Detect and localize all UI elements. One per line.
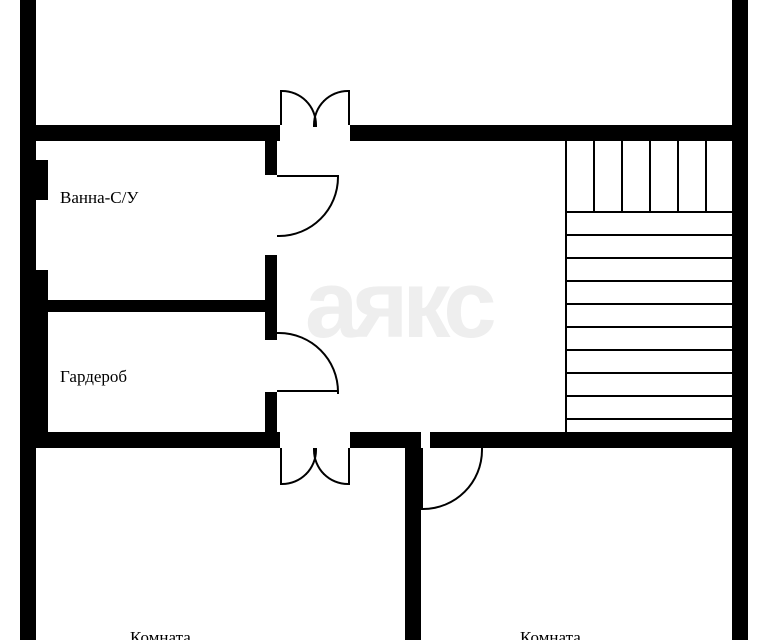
stair-top-tread	[649, 141, 651, 211]
wall-bath-left-a	[36, 160, 48, 200]
stair-top-tread	[621, 141, 623, 211]
stair-top-bottom	[565, 211, 732, 213]
label-room-right: Комната	[520, 628, 581, 640]
stair-bot-riser	[565, 280, 732, 282]
wall-h-top-left	[20, 125, 280, 141]
wall-v-rooms-div	[405, 432, 421, 640]
stair-bot-left	[565, 211, 567, 434]
stair-bot-riser	[565, 303, 732, 305]
door-br-arc	[421, 448, 483, 510]
wall-bath-wardrobe	[36, 300, 270, 312]
wall-outer-right	[732, 0, 748, 640]
stair-bot-riser	[565, 326, 732, 328]
door-bl-arc-r	[313, 448, 350, 485]
stair-bot-riser	[565, 349, 732, 351]
door-wardrobe-arc	[277, 332, 339, 394]
stair-bot-riser	[565, 372, 732, 374]
stair-bot-riser	[565, 234, 732, 236]
wall-hall-v-b	[265, 255, 277, 340]
wall-h-mid-seg2	[430, 432, 748, 448]
wall-hall-v-c	[265, 392, 277, 437]
stair-top-tread	[677, 141, 679, 211]
door-bl-arc-l	[280, 448, 317, 485]
label-room-left: Комната	[130, 628, 191, 640]
door-top-arc-r	[313, 90, 350, 127]
label-wardrobe: Гардероб	[60, 367, 127, 387]
stair-bot-riser	[565, 395, 732, 397]
stair-top-tread	[593, 141, 595, 211]
stair-bot-riser	[565, 257, 732, 259]
floor-plan: аякс Ванна-С/У Гардер	[0, 0, 768, 640]
wall-outer-left	[20, 0, 36, 640]
stair-top-nosing	[565, 141, 567, 213]
wall-bath-left-b	[36, 270, 48, 435]
stair-bot-riser	[565, 418, 732, 420]
label-bathroom: Ванна-С/У	[60, 188, 138, 208]
door-bath-arc	[277, 175, 339, 237]
wall-h-mid-left	[20, 432, 280, 448]
stair-top-tread	[705, 141, 707, 211]
watermark: аякс	[305, 250, 491, 360]
wall-hall-v-a	[265, 135, 277, 175]
door-top-arc-l	[280, 90, 317, 127]
wall-h-top-right	[350, 125, 748, 141]
wall-h-mid-seg1	[350, 432, 405, 448]
